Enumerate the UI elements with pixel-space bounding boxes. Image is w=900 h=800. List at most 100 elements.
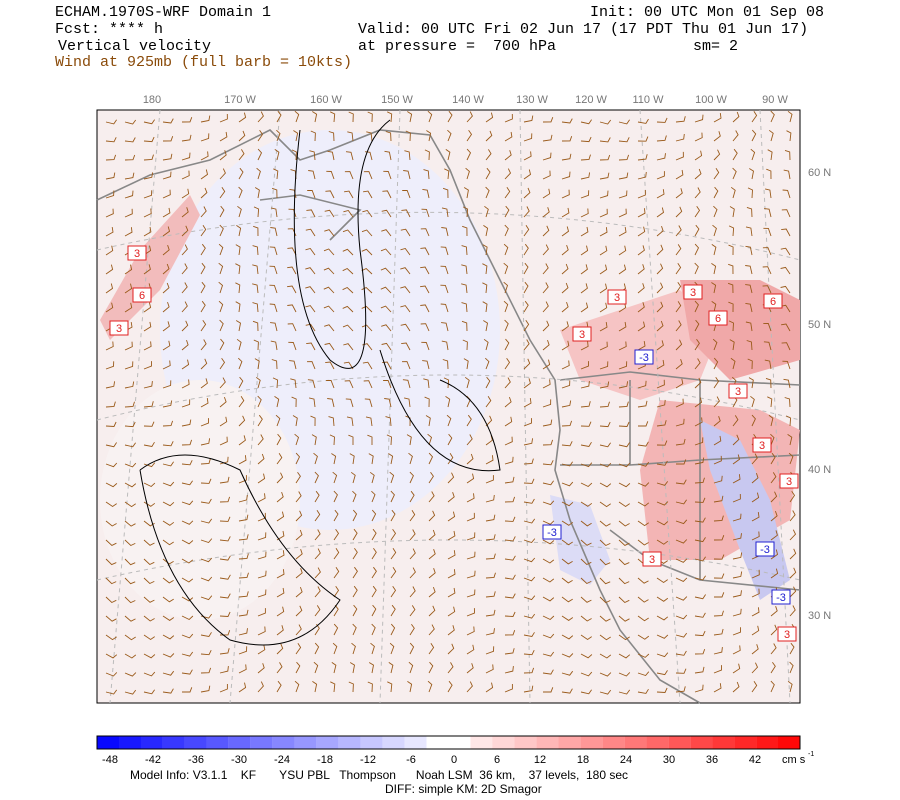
- wind-barb: [427, 433, 433, 446]
- wind-barb: [637, 577, 649, 584]
- wind-barb: [409, 471, 414, 484]
- colorbar-swatch: [206, 736, 229, 749]
- wind-barb: [447, 511, 456, 522]
- wind-barb: [428, 529, 436, 541]
- wind-barb: [694, 114, 704, 123]
- wind-barb: [162, 520, 175, 526]
- longitude-label: 160 W: [310, 94, 342, 106]
- wind-barb: [291, 149, 297, 161]
- wind-barb: [466, 608, 475, 617]
- colorbar-swatch: [338, 736, 361, 749]
- wind-barb: [255, 376, 261, 389]
- wind-barb: [447, 625, 455, 636]
- wind-barb: [599, 401, 610, 408]
- wind-barb: [143, 482, 156, 488]
- wind-barb: [580, 381, 590, 389]
- wind-barb: [466, 663, 474, 674]
- wind-barb: [746, 206, 753, 218]
- wind-barb: [181, 301, 188, 313]
- wind-barb: [599, 322, 608, 332]
- wind-barb: [181, 207, 189, 218]
- wind-barb: [367, 434, 373, 445]
- wind-barb: [400, 267, 411, 275]
- wind-barb: [485, 572, 496, 579]
- wind-barb: [200, 300, 206, 313]
- wind-barb: [200, 576, 213, 582]
- wind-barb: [561, 670, 574, 676]
- wind-barb: [295, 452, 301, 465]
- wind-barb: [200, 115, 211, 123]
- wind-barb: [446, 414, 452, 427]
- wind-barb: [219, 131, 228, 142]
- wind-barb: [618, 558, 630, 566]
- wind-barb: [485, 435, 493, 446]
- wind-barb: [732, 552, 743, 560]
- wind-barb: [542, 117, 554, 123]
- wind-barb: [257, 414, 263, 427]
- wind-barb: [105, 442, 117, 448]
- wind-barb: [485, 534, 496, 541]
- wind-barb: [428, 624, 435, 636]
- wind-barb: [542, 282, 549, 294]
- wind-barb: [656, 153, 666, 161]
- wind-barb: [504, 168, 512, 180]
- wind-barb: [421, 341, 430, 351]
- wind-barb: [333, 623, 339, 636]
- wind-barb: [238, 609, 249, 617]
- wind-barb: [333, 567, 340, 579]
- colorbar-swatch: [404, 736, 427, 749]
- wind-barb: [143, 154, 154, 161]
- wind-barb: [732, 681, 740, 693]
- wind-barb: [124, 361, 134, 370]
- wind-barb: [346, 416, 354, 427]
- wind-barb: [694, 377, 702, 389]
- wind-barb: [485, 553, 496, 560]
- wind-barb: [561, 481, 574, 487]
- wind-barb: [656, 420, 667, 427]
- wind-barb: [182, 687, 193, 693]
- wind-barb: [124, 283, 133, 294]
- wind-barb: [257, 130, 264, 142]
- wind-barb: [105, 341, 114, 351]
- wind-barb: [485, 646, 495, 655]
- wind-barb: [711, 263, 717, 275]
- wind-barb: [618, 154, 630, 161]
- wind-barb: [466, 148, 472, 161]
- wind-barb: [637, 520, 649, 527]
- wind-barb: [200, 320, 207, 332]
- wind-barb: [504, 358, 511, 370]
- wind-barb: [580, 596, 592, 603]
- wind-barb: [219, 684, 228, 693]
- wind-barb: [238, 682, 247, 693]
- wind-barb: [694, 594, 706, 600]
- wind-barb: [694, 630, 706, 637]
- wind-barb: [371, 585, 377, 598]
- contour-label-box: [763, 293, 783, 309]
- wind-barb: [383, 170, 392, 180]
- wind-barb: [236, 338, 242, 351]
- wind-barb: [618, 482, 631, 488]
- colorbar-swatch: [250, 736, 273, 749]
- wind-barb: [580, 441, 592, 448]
- wind-barb: [656, 189, 665, 199]
- wind-barb: [200, 557, 213, 563]
- wind-barb: [344, 380, 354, 389]
- wind-barb: [380, 286, 392, 294]
- wind-barb: [618, 341, 627, 351]
- wind-barb: [105, 634, 117, 641]
- contour-label-box: [132, 287, 152, 303]
- wind-barb: [542, 439, 554, 446]
- wind-barb: [694, 648, 706, 655]
- wind-barb: [599, 520, 611, 527]
- wind-barb: [348, 681, 354, 693]
- colorbar: -48 -42 -36 -30 -24 -18 -12 -6 0 6 12 18 24 30 36 42: [96, 735, 801, 766]
- wind-barb: [656, 670, 668, 676]
- wind-barb: [732, 663, 741, 674]
- wind-barb: [542, 301, 549, 313]
- wind-barb: [344, 171, 354, 180]
- wind-barb: [788, 452, 794, 465]
- wind-barb: [675, 169, 684, 180]
- wind-barb: [181, 615, 194, 621]
- colorbar-label: 42: [749, 754, 761, 766]
